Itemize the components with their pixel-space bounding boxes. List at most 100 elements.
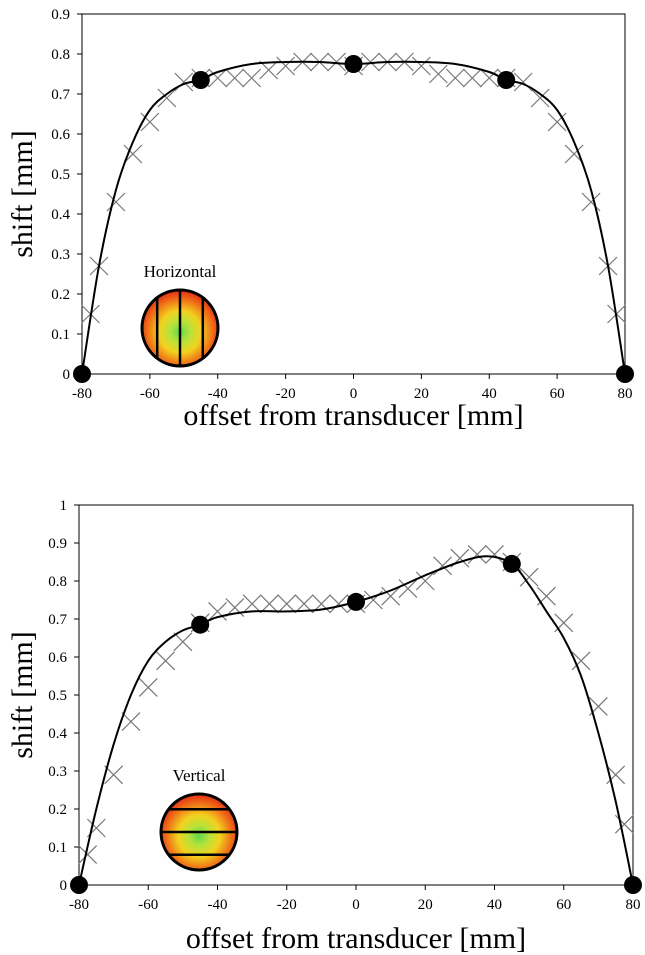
x-axis-label: offset from transducer [mm]	[186, 922, 526, 955]
measured-point	[123, 144, 143, 164]
measured-point	[260, 594, 279, 614]
y-tick-label: 0.5	[51, 167, 70, 183]
x-tick-label: 80	[626, 897, 641, 913]
measured-point	[121, 712, 141, 732]
measured-point	[415, 571, 435, 591]
y-tick-label: 0.3	[48, 764, 67, 780]
x-axis-label: offset from transducer [mm]	[183, 399, 523, 432]
x-tick-label: 0	[352, 897, 360, 913]
measured-point	[329, 594, 349, 614]
control-point	[70, 876, 88, 894]
measured-point	[381, 586, 401, 606]
measured-point	[208, 68, 228, 88]
y-tick-label: 0.3	[51, 247, 70, 263]
measured-point	[259, 60, 279, 80]
measured-point	[519, 567, 539, 587]
x-tick-label: -40	[208, 386, 228, 402]
control-point	[347, 592, 365, 611]
y-tick-label: 0.8	[51, 47, 70, 63]
y-tick-label: 0.8	[48, 574, 67, 590]
measured-point	[581, 192, 601, 212]
measured-point	[433, 556, 452, 576]
y-tick-label: 0.7	[48, 612, 67, 628]
x-tick-label: -20	[276, 386, 296, 402]
measured-point	[614, 814, 634, 834]
measured-point	[242, 68, 262, 88]
measured-point	[138, 677, 158, 697]
x-tick-label: -20	[277, 897, 297, 913]
control-point	[73, 365, 91, 383]
measured-point	[462, 68, 482, 88]
x-tick-label: 40	[487, 897, 502, 913]
measured-point	[428, 64, 448, 84]
y-tick-label: 0.4	[48, 726, 67, 742]
y-tick-label: 1	[60, 498, 68, 514]
y-tick-label: 0.6	[51, 127, 70, 143]
measured-point	[513, 72, 533, 92]
control-point	[344, 55, 363, 73]
measured-point	[157, 88, 177, 108]
measured-point	[445, 68, 465, 88]
y-tick-label: 0.6	[48, 650, 67, 666]
control-point	[624, 876, 642, 894]
y-tick-label: 0	[63, 367, 71, 383]
measured-point	[327, 52, 346, 72]
measured-point	[276, 56, 296, 76]
control-point	[191, 615, 210, 634]
chart: 0 0.1 0.2 0.3 0.4 0.5 0.6 0.7 0.8 0.9 1 -80 -60 -40 -2…	[6, 498, 642, 955]
measured-point	[398, 579, 418, 599]
control-point	[616, 365, 634, 383]
measured-point	[78, 845, 98, 865]
measured-point	[361, 52, 380, 72]
x-tick-label: -60	[138, 897, 158, 913]
y-tick-label: 0.2	[48, 802, 67, 818]
measured-point	[208, 601, 227, 621]
measured-point	[156, 651, 175, 671]
measured-point	[140, 112, 160, 132]
y-tick-label: 0.1	[51, 327, 70, 343]
measured-point	[174, 72, 194, 92]
measured-point	[411, 56, 431, 76]
measured-point	[277, 594, 297, 614]
inset-label: Vertical	[173, 766, 226, 785]
x-tick-label: 80	[618, 386, 633, 402]
x-tick-label: 20	[414, 386, 429, 402]
x-tick-label: 40	[482, 386, 497, 402]
y-tick-label: 0	[60, 878, 68, 894]
measured-point	[606, 765, 626, 785]
measured-point	[106, 192, 126, 212]
x-tick-label: -80	[69, 897, 89, 913]
measured-point	[485, 544, 504, 564]
measured-point	[467, 544, 487, 564]
x-tick-label: -60	[140, 386, 160, 402]
measured-point	[173, 632, 193, 652]
x-tick-label: 20	[418, 897, 433, 913]
y-tick-label: 0.9	[48, 536, 67, 552]
x-tick-label: 60	[556, 897, 571, 913]
x-tick-label: 0	[350, 386, 358, 402]
measured-point	[564, 144, 584, 164]
y-axis-label: shift [mm]	[6, 130, 39, 258]
control-point	[191, 71, 210, 89]
control-point	[502, 554, 521, 573]
y-tick-label: 0.7	[51, 87, 70, 103]
y-tick-label: 0.1	[48, 840, 67, 856]
measured-point	[242, 594, 262, 614]
measured-point	[530, 88, 550, 108]
control-point	[497, 71, 516, 89]
x-tick-label: 60	[550, 386, 565, 402]
measured-point	[547, 112, 567, 132]
y-tick-label: 0.4	[51, 207, 70, 223]
chart: 0 0.1 0.2 0.3 0.4 0.5 0.6 0.7 0.8 0.9 -80 -60 -40 -20…	[6, 7, 634, 432]
measured-point	[571, 651, 591, 671]
y-tick-label: 0.5	[48, 688, 67, 704]
x-tick-label: -40	[208, 897, 228, 913]
y-tick-label: 0.9	[51, 7, 70, 23]
measured-point	[479, 68, 499, 88]
y-tick-label: 0.2	[51, 287, 70, 303]
inset-label: Horizontal	[144, 262, 217, 281]
y-axis-label: shift [mm]	[6, 631, 39, 759]
x-tick-label: -80	[72, 386, 92, 402]
measured-point	[225, 68, 245, 88]
